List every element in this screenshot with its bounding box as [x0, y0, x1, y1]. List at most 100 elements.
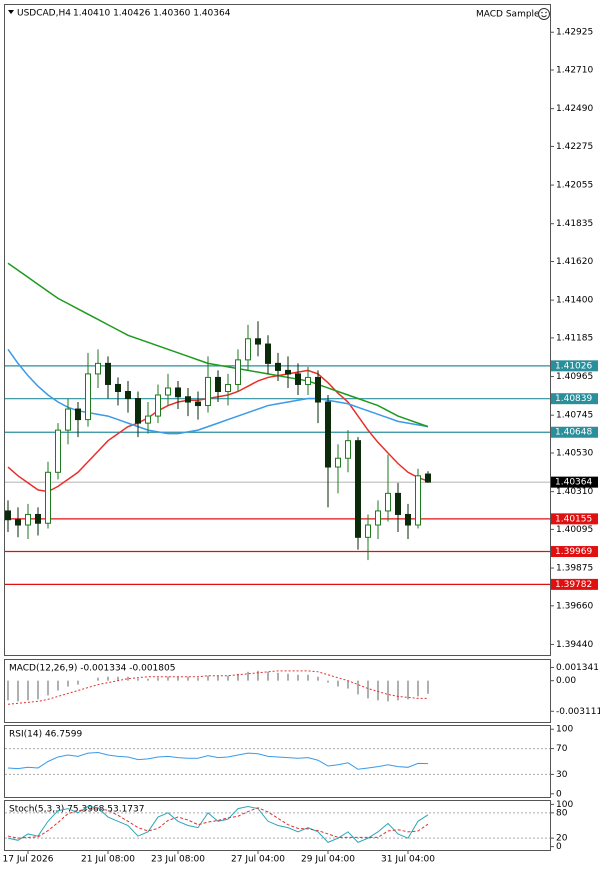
- macd-signal: [7, 670, 429, 705]
- macd-bar: [407, 680, 409, 700]
- candle-body: [45, 471, 51, 524]
- candle-body: [75, 408, 81, 421]
- macd-bar: [77, 680, 79, 685]
- level-label-bg: [551, 546, 598, 558]
- macd-bar: [317, 676, 319, 681]
- y-tick-label: 0: [556, 789, 562, 799]
- candle-body: [155, 394, 161, 417]
- macd-bar: [247, 671, 249, 681]
- level-label: 1.41026: [555, 361, 592, 371]
- macd-bar: [307, 674, 309, 681]
- candle-body: [105, 362, 111, 385]
- candle-body: [175, 387, 181, 398]
- candle-body: [405, 513, 411, 526]
- candle-body: [115, 383, 121, 392]
- candle-body: [245, 338, 251, 361]
- indicator-line: [7, 751, 429, 770]
- y-tick-label: 1.41185: [556, 333, 593, 343]
- candle-body: [275, 362, 281, 371]
- candle-body: [375, 510, 381, 526]
- macd-bar: [107, 676, 109, 681]
- y-tick-label: 0: [556, 842, 562, 852]
- macd-bar: [357, 680, 359, 695]
- y-tick-label: 1.40745: [556, 411, 593, 421]
- level-label: 1.40364: [555, 478, 592, 488]
- y-tick-label: 1.40530: [556, 448, 593, 458]
- y-tick-label: 1.40095: [556, 525, 593, 535]
- candle-body: [325, 401, 331, 468]
- candle-body: [295, 373, 301, 385]
- macd-bar: [427, 680, 429, 694]
- panel-title: MACD(12,26,9) -0.001334 -0.001805: [9, 664, 175, 674]
- panel-title: Stoch(5,3,3) 75.3968 53.1737: [9, 805, 144, 815]
- candle-body: [95, 362, 101, 375]
- macd-bar: [117, 676, 119, 681]
- panel-title: RSI(14) 46.7599: [9, 730, 82, 740]
- x-tick-label: 17 Jul 2026: [3, 855, 54, 865]
- level-label-bg: [551, 476, 598, 488]
- macd-bar: [97, 677, 99, 681]
- macd-bar: [57, 680, 59, 691]
- level-label: 1.39782: [555, 580, 592, 590]
- candle-body: [55, 429, 61, 473]
- candle-body: [215, 376, 221, 392]
- candle-body: [355, 440, 361, 538]
- y-tick-label: 1.42275: [556, 142, 593, 152]
- x-tick-label: 27 Jul 04:00: [231, 855, 285, 865]
- candle-body: [195, 401, 201, 407]
- macd-bar: [347, 680, 349, 689]
- candle-body: [185, 396, 191, 403]
- candle-body: [305, 376, 311, 385]
- smiley-icon[interactable]: [538, 8, 550, 20]
- macd-bar: [27, 680, 29, 701]
- x-tick-label: 31 Jul 04:00: [381, 855, 435, 865]
- y-tick-label: 1.39660: [556, 601, 593, 611]
- candle-body: [65, 408, 71, 431]
- macd-bar: [397, 680, 399, 701]
- indicator-line: [7, 805, 429, 843]
- y-tick-label: 1.42710: [556, 66, 593, 76]
- x-tick-label: 23 Jul 08:00: [151, 855, 205, 865]
- candle-body: [265, 343, 271, 364]
- menu-arrow[interactable]: [8, 10, 14, 14]
- level-label: 1.40839: [555, 394, 592, 404]
- macd-bar: [207, 675, 209, 681]
- candle-body: [35, 513, 41, 524]
- macd-bar: [237, 673, 239, 681]
- y-tick-label: 30: [556, 770, 568, 780]
- y-tick-label: 1.39440: [556, 640, 593, 650]
- y-tick-label: 1.41835: [556, 219, 593, 229]
- level-label-bg: [551, 426, 598, 438]
- macd-bar: [297, 674, 299, 681]
- candle-body: [385, 492, 391, 512]
- y-tick-label: 80: [556, 808, 568, 818]
- macd-bar: [227, 675, 229, 681]
- candle-body: [365, 524, 371, 538]
- y-tick-label: -0.003111: [556, 707, 600, 717]
- macd-bar: [367, 680, 369, 699]
- y-tick-label: 100: [556, 800, 573, 810]
- macd-bar: [277, 672, 279, 681]
- macd-bar: [67, 680, 69, 687]
- macd-bar: [157, 677, 159, 681]
- candle-body: [125, 390, 131, 400]
- main-frame: [4, 4, 551, 656]
- candle-body: [335, 457, 341, 468]
- candle-body: [85, 373, 91, 421]
- macd-bar: [267, 671, 269, 681]
- candle-body: [255, 338, 261, 345]
- y-tick-label: 1.41620: [556, 257, 593, 267]
- macd-bar: [167, 676, 169, 681]
- macd-bar: [287, 673, 289, 681]
- macd-bar: [177, 676, 179, 681]
- level-label: 1.40648: [555, 428, 592, 438]
- y-tick-label: 1.42055: [556, 181, 593, 191]
- candle-body: [165, 387, 171, 396]
- quote: 1.40410 1.40426 1.40360 1.40364: [73, 9, 231, 19]
- x-tick-label: 29 Jul 04:00: [301, 855, 355, 865]
- candle-body: [415, 475, 421, 526]
- stoch-frame: [4, 800, 551, 851]
- macd-bar: [147, 678, 149, 681]
